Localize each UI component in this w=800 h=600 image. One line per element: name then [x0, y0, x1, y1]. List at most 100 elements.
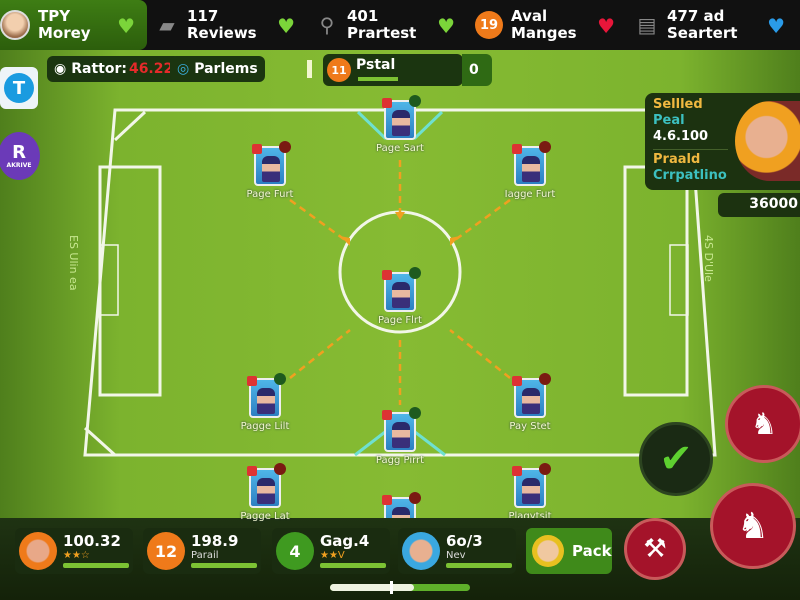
match-score: 0	[462, 54, 492, 86]
manges-line2: Manges	[511, 24, 577, 42]
confirm-button[interactable]: ✔	[639, 422, 713, 496]
manges-line1: Aval	[511, 7, 548, 25]
profile-line1: TPY	[38, 7, 71, 25]
rating-icon: ◉	[54, 61, 67, 77]
panel-value: 4.6.100	[653, 129, 709, 144]
player-portrait	[735, 101, 800, 181]
pack-button[interactable]: Pack	[526, 528, 612, 574]
player-name: Page Furt	[246, 189, 294, 200]
r-sublabel: AKRIVE	[6, 161, 32, 169]
rating-pill: ◉ Rattor: 46.22	[47, 56, 181, 82]
rating-label: Rattor:	[71, 61, 127, 77]
match-badge: 11	[327, 58, 351, 82]
reviews-label: Reviews	[187, 24, 257, 42]
item-progress	[63, 563, 129, 568]
match-progress	[358, 77, 398, 81]
r-button[interactable]: R AKRIVE	[0, 132, 40, 180]
pitch-boundary	[83, 108, 717, 457]
club-button[interactable]: ♞	[710, 483, 796, 569]
reviews-count: 117	[187, 7, 219, 25]
player-name: Page Flrt	[378, 315, 422, 326]
cards-icon: ▤	[637, 13, 657, 37]
top-resource-bar: TPY Morey ♥ ▰ 117 Reviews ♥ ⚲ 401 Prartest …	[0, 0, 800, 50]
bottom-item-2[interactable]: 12 198.9 Parail	[143, 528, 261, 574]
rating-value: 46.22	[128, 61, 174, 77]
item-value: Gag.4	[320, 532, 370, 550]
item-value: 6o/3	[446, 532, 483, 550]
item-progress	[191, 563, 257, 568]
left-goal-box	[99, 244, 119, 316]
hammer-icon: ⚒	[643, 534, 667, 564]
heart-icon: ♥	[437, 14, 455, 38]
item-value: 100.32	[63, 532, 121, 550]
profile-tile[interactable]: TPY Morey ♥	[0, 0, 147, 50]
seartert-label: Seartert	[667, 24, 738, 42]
seartert-count: 477 ad	[667, 7, 725, 25]
page-slider[interactable]	[330, 581, 470, 594]
player-card[interactable]: Plagytsit	[495, 463, 565, 522]
score-value: 0	[469, 62, 479, 78]
match-pill[interactable]: 11 Pstal	[323, 54, 463, 86]
panel-line2: Peal	[653, 113, 685, 128]
player-name: Plagytsit	[508, 511, 552, 522]
pitch-side-text-left: ES Ulin ea	[67, 235, 80, 291]
item-progress	[446, 563, 512, 568]
item-stars: ★★V	[320, 550, 345, 561]
slider-fill	[330, 584, 414, 591]
player-card[interactable]: Pagge Lilt	[230, 373, 300, 432]
slider-handle[interactable]	[390, 581, 393, 594]
pack-label: Pack	[572, 542, 612, 560]
reviews-tile[interactable]: ▰ 117 Reviews ♥	[147, 0, 307, 50]
manges-tile[interactable]: 19 Aval Manges ♥	[467, 0, 627, 50]
pause-marker	[307, 60, 312, 78]
bottom-item-1[interactable]: 100.32 ★★☆	[15, 528, 133, 574]
pass-arrows	[289, 160, 511, 405]
player-name: Pagg Pirrt	[375, 455, 425, 466]
profile-line2: Morey	[38, 24, 91, 42]
r-label: R	[12, 141, 26, 163]
heart-icon: ♥	[597, 14, 615, 38]
item-sub: Nev	[446, 550, 466, 561]
player-card[interactable]: Page Furt	[235, 141, 305, 200]
player-card[interactable]: Pagge Lat	[230, 463, 300, 522]
player-name: Pay Stet	[509, 421, 551, 432]
seartert-tile[interactable]: ▤ 477 ad Seartert ♥	[627, 0, 787, 50]
tools-button[interactable]: ⚒	[624, 518, 686, 580]
panel-amount: 36000	[718, 193, 800, 217]
bottom-item-3[interactable]: 4 Gag.4 ★★V	[272, 528, 390, 574]
bottom-item-4[interactable]: 6o/3 Nev	[398, 528, 516, 574]
ticket-icon: ▰	[159, 13, 175, 37]
item-sub: Parail	[191, 550, 219, 561]
whistle-icon: ⚲	[319, 13, 335, 37]
player-card[interactable]: Pay Stet	[495, 373, 565, 432]
check-icon: ✔	[659, 436, 693, 482]
partners-label: Parlems	[194, 61, 258, 77]
heart-icon: ♥	[117, 14, 135, 38]
partners-icon: ◎	[177, 61, 190, 77]
player-card[interactable]: Iagge Furt	[495, 141, 565, 200]
heart-icon: ♥	[277, 14, 295, 38]
manges-badge: 19	[475, 11, 503, 39]
team-button[interactable]: ♞	[725, 385, 800, 463]
right-penalty-box	[623, 165, 689, 397]
item-progress	[320, 563, 386, 568]
featured-player-panel[interactable]: Sellled Peal 4.6.100 Praald Crrpatlino	[645, 93, 800, 190]
item-stars: ★★☆	[63, 550, 90, 561]
partners-button[interactable]: ◎ Parlems	[170, 56, 265, 82]
player-name: Pagge Lilt	[240, 421, 290, 432]
prartest-count: 401	[347, 7, 379, 25]
player-card[interactable]: Page Sart	[365, 95, 435, 154]
panel-line1: Sellled	[653, 97, 703, 112]
right-goal-box	[669, 244, 689, 316]
player-avatar	[19, 532, 57, 570]
player-card[interactable]: Page Flrt	[365, 267, 435, 326]
heart-icon: ♥	[767, 14, 785, 38]
player-name: Page Sart	[376, 143, 424, 154]
item-badge: 12	[147, 532, 185, 570]
player-avatar	[402, 532, 440, 570]
t-button[interactable]: T	[0, 67, 38, 109]
horse-icon: ♞	[736, 505, 770, 547]
prartest-tile[interactable]: ⚲ 401 Prartest ♥	[307, 0, 467, 50]
player-card[interactable]: Pagg Pirrt	[365, 407, 435, 466]
